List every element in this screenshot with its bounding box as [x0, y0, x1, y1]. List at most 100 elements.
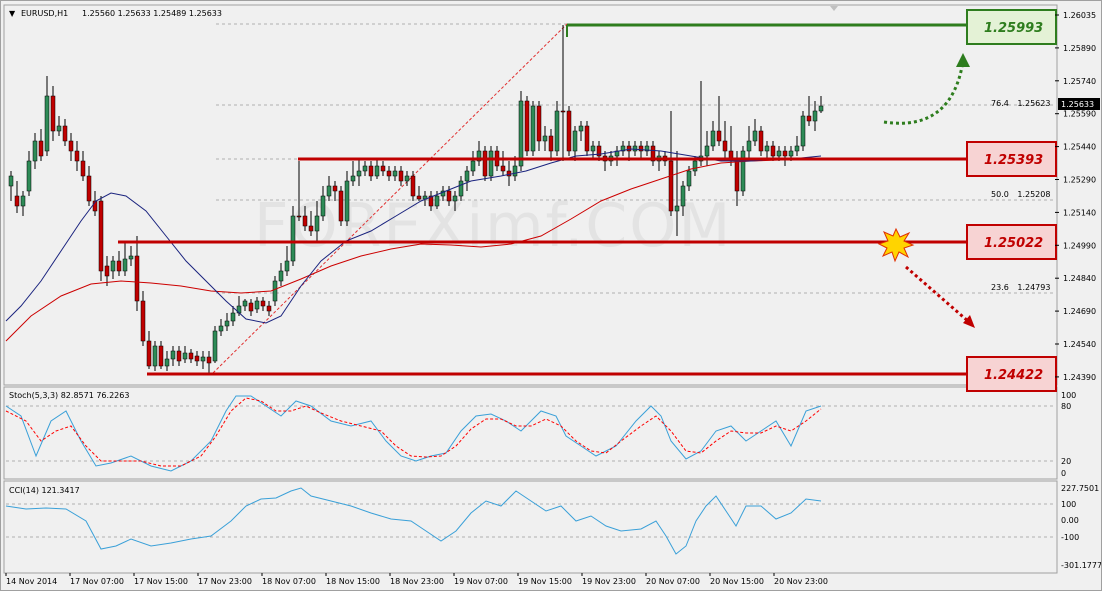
candle-body	[134, 255, 140, 302]
candle-body	[458, 180, 464, 197]
stoch-tick-100: 100	[1061, 391, 1076, 400]
green-curved-arrow-icon	[883, 60, 965, 125]
candle-body	[788, 150, 794, 157]
price-tick: 1.25290	[1063, 176, 1096, 185]
candle-body	[266, 305, 272, 312]
stoch-signal-line	[5, 397, 822, 467]
time-tick: 20 Nov 07:00	[646, 577, 700, 586]
candle-body	[746, 140, 752, 152]
stoch-main-line	[5, 395, 822, 472]
candle-body	[200, 356, 206, 362]
candle-body	[32, 140, 38, 162]
candle-body	[542, 135, 548, 142]
candle-body	[326, 185, 332, 197]
stoch-panel[interactable]	[3, 386, 1058, 480]
candle-body	[758, 130, 764, 152]
candle-body	[332, 185, 338, 192]
time-axis: 14 Nov 2014 17 Nov 07:00 17 Nov 15:00 17 No…	[5, 573, 828, 586]
candle-body	[176, 350, 182, 362]
candle-body	[620, 145, 626, 152]
candle-body	[446, 190, 452, 202]
candle-body	[488, 150, 494, 177]
candle-body	[290, 215, 296, 262]
time-tick: 18 Nov 23:00	[390, 577, 444, 586]
scroll-down-icon[interactable]	[830, 6, 838, 11]
cci-title: CCI(14) 121.3417	[9, 486, 80, 495]
candle-body	[584, 125, 590, 152]
level-box-1[interactable]: 1.25993	[966, 9, 1057, 45]
candle-body	[680, 185, 686, 207]
stoch-tick-80: 80	[1061, 402, 1071, 411]
cci-tick-min: -301.1777	[1061, 561, 1101, 570]
cci-panel[interactable]	[3, 480, 1058, 574]
menu-arrow-icon[interactable]: ▼	[9, 9, 16, 18]
candle-body	[392, 170, 398, 177]
burst-icon	[877, 227, 915, 263]
candle-body	[8, 175, 14, 187]
price-tick: 1.24390	[1063, 373, 1096, 382]
candle-body	[704, 145, 710, 157]
candle-body	[278, 270, 284, 282]
cci-tick-100: 100	[1061, 500, 1076, 509]
candle-body	[338, 190, 344, 222]
price-panel[interactable]	[3, 4, 1058, 386]
candle-body	[362, 165, 368, 172]
time-tick: 19 Nov 07:00	[454, 577, 508, 586]
candle-body	[140, 300, 146, 342]
candle-body	[38, 140, 44, 157]
fib-trend-line[interactable]	[212, 23, 568, 374]
cci-levels	[6, 503, 1055, 538]
svg-text:1.25022: 1.25022	[984, 236, 1043, 251]
candle-body	[740, 150, 746, 192]
candle-body	[284, 260, 290, 272]
candle-body	[434, 195, 440, 207]
candle-body	[254, 300, 260, 310]
candle-body	[50, 95, 56, 132]
candle-body	[626, 145, 632, 152]
candle-body	[416, 195, 422, 200]
candle-body	[404, 175, 410, 182]
candle-body	[668, 160, 674, 212]
candle-body	[230, 312, 236, 322]
candle-body	[356, 170, 362, 177]
candle-body	[206, 356, 212, 364]
candle-body	[782, 150, 788, 157]
candle-body	[518, 100, 524, 167]
candle-body	[590, 145, 596, 152]
candle-body	[470, 160, 476, 172]
candle-body	[194, 355, 200, 362]
candle-body	[146, 340, 152, 367]
candle-body	[218, 325, 224, 332]
candle-body	[68, 140, 74, 152]
candle-body	[152, 345, 158, 367]
stoch-levels	[6, 405, 1055, 462]
stoch-title: Stoch(5,3,3) 82.8571 76.2263	[9, 391, 129, 400]
candle-body	[476, 150, 482, 162]
candle-body	[398, 170, 404, 182]
current-price-label: 1.25633	[1061, 100, 1094, 109]
candle-body	[506, 170, 512, 177]
fib-50-label: 50.0 1.25208	[991, 190, 1050, 199]
candle-body	[806, 115, 812, 122]
candle-body	[302, 215, 308, 227]
candle-body	[170, 350, 176, 360]
time-tick: 14 Nov 2014	[6, 577, 57, 586]
candle-body	[794, 145, 800, 152]
price-tick: 1.24540	[1063, 340, 1096, 349]
candle-body	[242, 300, 248, 307]
level-box-3[interactable]: 1.25022	[966, 224, 1057, 260]
price-tick: 1.24990	[1063, 241, 1096, 250]
price-axis: 1.26035 1.25890 1.25740 1.25590 1.25440 1.252…	[1055, 11, 1096, 382]
level-box-4[interactable]: 1.24422	[966, 356, 1057, 392]
red-dotted-arrow-icon	[905, 265, 970, 324]
candle-body	[548, 135, 554, 152]
current-price-box	[1058, 98, 1100, 110]
candle-body	[632, 145, 638, 152]
level-box-2[interactable]: 1.25393	[966, 141, 1057, 177]
fib-236-label: 23.6 1.24793	[991, 283, 1050, 292]
candle-body	[644, 145, 650, 152]
candle-body	[536, 105, 542, 142]
candle-body	[188, 352, 194, 360]
